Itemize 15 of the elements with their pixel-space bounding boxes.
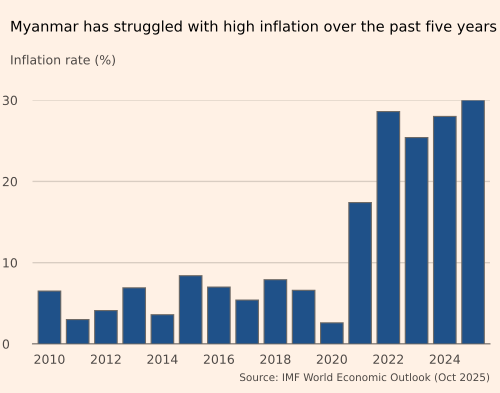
- x-tick-label: 2010: [34, 354, 65, 364]
- y-tick-label: 10: [3, 258, 18, 268]
- x-tick-label: 2012: [90, 354, 121, 364]
- x-tick-label: 2014: [147, 354, 178, 364]
- chart-title: Myanmar has struggled with high inflation over the past five years: [11, 20, 496, 35]
- source-note: Source: IMF World Economic Outlook (Oct 2025): [240, 373, 490, 382]
- y-tick-label: 20: [2, 176, 18, 186]
- x-tick-label: 2024: [430, 354, 460, 364]
- x-tick-label: 2016: [204, 354, 234, 364]
- y-tick-label: 0: [2, 339, 10, 349]
- x-tick-label: 2018: [260, 354, 290, 364]
- y-tick-label: 30: [2, 96, 18, 106]
- x-tick-label: 2020: [316, 354, 347, 364]
- y-axis-title: Inflation rate (%): [11, 54, 115, 66]
- x-tick-label: 2022: [373, 354, 403, 364]
